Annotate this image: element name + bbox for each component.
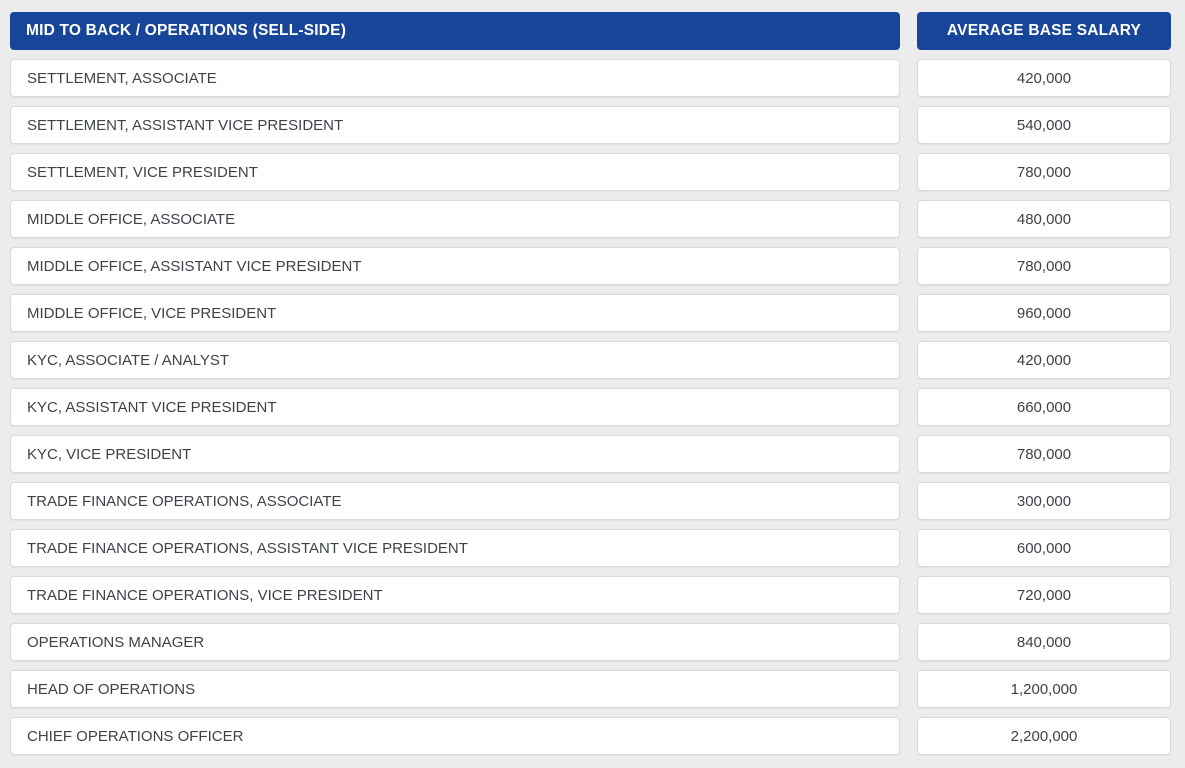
column-header-role: MID TO BACK / OPERATIONS (SELL-SIDE) xyxy=(10,12,900,50)
role-cell: SETTLEMENT, VICE PRESIDENT xyxy=(10,153,900,191)
salary-cell: 720,000 xyxy=(917,576,1171,614)
salary-cell: 540,000 xyxy=(917,106,1171,144)
role-cell: TRADE FINANCE OPERATIONS, ASSISTANT VICE… xyxy=(10,529,900,567)
role-cell: SETTLEMENT, ASSISTANT VICE PRESIDENT xyxy=(10,106,900,144)
salary-cell: 780,000 xyxy=(917,435,1171,473)
role-cell: KYC, VICE PRESIDENT xyxy=(10,435,900,473)
role-cell: MIDDLE OFFICE, ASSISTANT VICE PRESIDENT xyxy=(10,247,900,285)
role-cell: SETTLEMENT, ASSOCIATE xyxy=(10,59,900,97)
salary-cell: 780,000 xyxy=(917,153,1171,191)
salary-cell: 2,200,000 xyxy=(917,717,1171,755)
role-cell: MIDDLE OFFICE, VICE PRESIDENT xyxy=(10,294,900,332)
salary-table: MID TO BACK / OPERATIONS (SELL-SIDE) AVE… xyxy=(10,12,1171,755)
salary-cell: 780,000 xyxy=(917,247,1171,285)
salary-cell: 420,000 xyxy=(917,59,1171,97)
salary-cell: 840,000 xyxy=(917,623,1171,661)
role-cell: TRADE FINANCE OPERATIONS, VICE PRESIDENT xyxy=(10,576,900,614)
role-cell: KYC, ASSISTANT VICE PRESIDENT xyxy=(10,388,900,426)
salary-cell: 1,200,000 xyxy=(917,670,1171,708)
role-cell: TRADE FINANCE OPERATIONS, ASSOCIATE xyxy=(10,482,900,520)
salary-cell: 420,000 xyxy=(917,341,1171,379)
column-header-salary: AVERAGE BASE SALARY xyxy=(917,12,1171,50)
salary-cell: 300,000 xyxy=(917,482,1171,520)
salary-cell: 960,000 xyxy=(917,294,1171,332)
salary-cell: 480,000 xyxy=(917,200,1171,238)
role-cell: HEAD OF OPERATIONS xyxy=(10,670,900,708)
role-cell: KYC, ASSOCIATE / ANALYST xyxy=(10,341,900,379)
role-cell: CHIEF OPERATIONS OFFICER xyxy=(10,717,900,755)
role-cell: OPERATIONS MANAGER xyxy=(10,623,900,661)
salary-cell: 600,000 xyxy=(917,529,1171,567)
salary-cell: 660,000 xyxy=(917,388,1171,426)
role-cell: MIDDLE OFFICE, ASSOCIATE xyxy=(10,200,900,238)
